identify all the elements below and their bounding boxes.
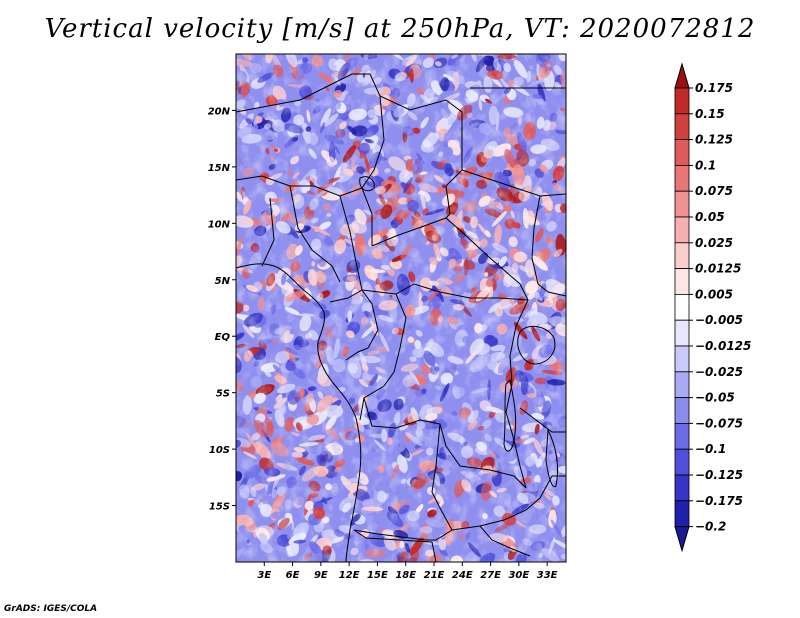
lon-tick-label: 24E <box>452 570 473 581</box>
border-east-africa <box>519 195 566 433</box>
lon-tick-label: 30E <box>508 570 529 581</box>
colorbar-swatch <box>674 164 690 192</box>
longitude-axis: 3E 6E 9E 12E 15E 18E 21E 24E 27E 30E 33E <box>257 562 558 581</box>
lat-tick-label: 15S <box>209 502 230 513</box>
colorbar-label: 0.025 <box>695 236 733 250</box>
colorbar-label: −0.005 <box>695 313 743 327</box>
colorbar-label: 0.15 <box>695 107 725 121</box>
coastline-gulf-guinea <box>317 311 362 562</box>
colorbar-swatch <box>674 500 690 527</box>
colorbar-label: −0.0125 <box>695 339 751 353</box>
colorbar-swatch <box>674 242 690 270</box>
border-sahara-north <box>236 73 463 187</box>
lat-tick-label: 5N <box>215 276 231 287</box>
colorbar-swatch <box>674 87 690 115</box>
border-chad-east <box>361 95 385 246</box>
colorbar-label: −0.05 <box>695 391 735 405</box>
colorbar-swatch <box>674 422 690 450</box>
border-drc-east <box>505 299 529 489</box>
colorbar-label: −0.1 <box>695 442 726 456</box>
colorbar-label: 0.175 <box>695 81 733 95</box>
lon-tick-label: 6E <box>286 570 300 581</box>
colorbar-label: −0.025 <box>695 365 743 379</box>
lat-tick-label: 10S <box>209 445 230 456</box>
colorbar-label: −0.125 <box>695 468 743 482</box>
colorbar-swatch <box>674 113 690 141</box>
lon-tick-label: 12E <box>339 570 360 581</box>
lat-tick-label: 5S <box>216 389 230 400</box>
border-nigeria <box>261 185 341 283</box>
border-congo <box>345 289 407 387</box>
lon-tick-label: 15E <box>367 570 388 581</box>
lake-victoria <box>517 325 556 365</box>
colorbar-label: 0.005 <box>695 287 733 301</box>
coastline-west-africa <box>236 263 325 313</box>
colorbar-label: 0.05 <box>695 210 725 224</box>
map-frame <box>235 53 567 563</box>
colorbar-label: −0.175 <box>695 494 743 508</box>
colorbar-label: 0.1 <box>695 158 716 172</box>
colorbar-top-arrow <box>674 62 690 89</box>
border-drc-north <box>361 283 529 301</box>
colorbar-bottom-arrow <box>674 526 690 553</box>
lon-tick-label: 18E <box>395 570 416 581</box>
lon-tick-label: 3E <box>257 570 271 581</box>
colorbar-swatch <box>674 216 690 244</box>
colorbar-swatch <box>674 319 690 347</box>
lon-tick-label: 9E <box>314 570 328 581</box>
colorbar-swatch <box>674 448 690 476</box>
border-sudan <box>445 169 566 219</box>
colorbar-label: −0.075 <box>695 416 743 430</box>
border-sahel-west <box>236 175 363 197</box>
colorbar-swatch <box>674 371 690 398</box>
map-title: Vertical velocity [m/s] at 250hPa, VT: 2… <box>44 14 756 44</box>
colorbar: 0.175 0.15 0.125 0.1 0.075 0.05 0.025 0.0125 0.0… <box>674 62 751 553</box>
border-car <box>371 217 529 301</box>
lat-tick-label: 10N <box>208 219 231 230</box>
field-texture <box>236 54 566 562</box>
lat-tick-label: 20N <box>208 106 231 117</box>
lake-chad <box>359 176 375 192</box>
border-cameroon <box>329 195 363 303</box>
lon-tick-label: 21E <box>424 570 445 581</box>
colorbar-swatch <box>674 139 690 166</box>
map-panel <box>236 54 566 562</box>
colorbar-swatch <box>674 397 690 424</box>
border-namibia <box>353 525 531 562</box>
colorbar-swatch <box>674 474 690 502</box>
colorbar-label: 0.075 <box>695 184 733 198</box>
colorbar-label: 0.0125 <box>695 262 741 276</box>
colorbar-swatch <box>674 345 690 373</box>
colorbar-swatch <box>674 190 690 218</box>
lat-tick-label: EQ <box>215 332 231 343</box>
latitude-axis: 20N 15N 10N 5N EQ 5S 10S 15S <box>208 106 236 513</box>
colorbar-label: 0.125 <box>695 133 733 147</box>
lake-malawi <box>545 428 559 488</box>
lon-tick-label: 27E <box>480 570 501 581</box>
country-borders <box>236 73 566 562</box>
lon-tick-label: 33E <box>537 570 558 581</box>
colorbar-swatch <box>674 268 690 295</box>
lat-tick-label: 15N <box>208 163 231 174</box>
colorbar-swatch <box>674 293 690 321</box>
lake-tanganyika <box>503 378 517 452</box>
colorbar-label: −0.2 <box>695 520 726 534</box>
grads-credit: GrADS: IGES/COLA <box>4 604 98 614</box>
